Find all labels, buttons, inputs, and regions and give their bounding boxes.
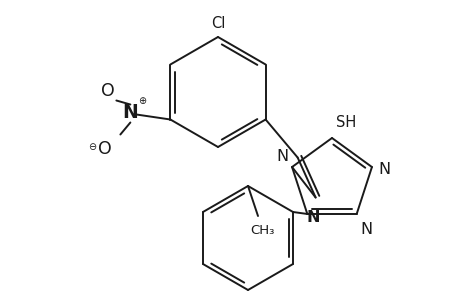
Text: O: O <box>101 82 115 100</box>
Text: O: O <box>98 140 112 158</box>
Text: SH: SH <box>335 115 355 130</box>
Text: N: N <box>275 149 287 164</box>
Text: N: N <box>377 161 389 176</box>
Text: ⊖: ⊖ <box>88 142 96 152</box>
Text: N: N <box>306 209 319 224</box>
Text: N: N <box>360 222 372 237</box>
Text: N: N <box>122 103 138 122</box>
Text: ⊕: ⊕ <box>138 95 146 106</box>
Text: Cl: Cl <box>210 16 225 31</box>
Text: CH₃: CH₃ <box>249 224 274 237</box>
